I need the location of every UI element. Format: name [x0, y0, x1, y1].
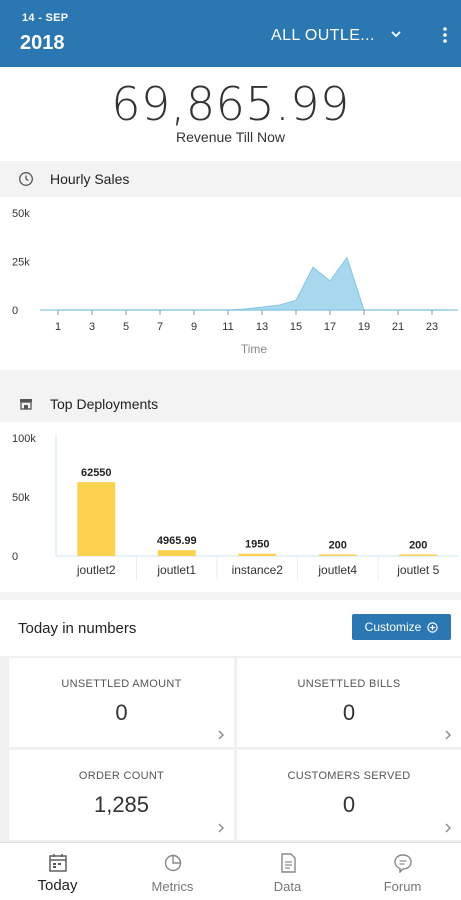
nav-label: Data — [273, 879, 302, 894]
x-tick-label: 3 — [89, 321, 95, 333]
customize-button[interactable]: Customize — [352, 614, 451, 640]
bar-value-label: 200 — [409, 540, 427, 552]
store-icon — [20, 399, 32, 410]
top-deployments-chart: 100k 50k 0 62550 joutlet2 4965.99 joutlet1 1950… — [0, 422, 461, 592]
x-tick-label: 15 — [290, 321, 302, 333]
nav-item-data[interactable]: Data — [230, 843, 345, 900]
hourly-sales-chart: 50k 25k 0 1 3 5 7 9 11 13 15 17 19 21 23 Time — [0, 197, 461, 370]
bar-value-label: 62550 — [81, 467, 112, 479]
chevron-right-icon — [445, 823, 451, 833]
tile-value: 1,285 — [93, 792, 150, 817]
category-label: joutlet1 — [156, 563, 196, 577]
nav-label: Today — [37, 877, 78, 894]
bottom-navigation: Today Metrics Data Forum — [0, 842, 461, 900]
bar-value-label: 200 — [329, 540, 347, 552]
nav-item-today[interactable]: Today — [0, 843, 115, 900]
date-year[interactable]: 2018 — [20, 32, 65, 54]
bar — [77, 482, 116, 556]
category-label: instance2 — [232, 563, 284, 577]
tile-customers-served[interactable]: CUSTOMERS SERVED 0 — [237, 750, 461, 840]
bar-value-label: 4965.99 — [157, 535, 197, 547]
bar-value-label: 1950 — [245, 539, 269, 551]
y-tick-label: 50k — [12, 492, 30, 504]
tile-label: UNSETTLED BILLS — [297, 678, 401, 690]
y-tick-label: 0 — [12, 551, 18, 563]
nav-label: Metrics — [151, 879, 194, 894]
category-label: joutlet2 — [76, 563, 116, 577]
y-tick-label: 50k — [12, 208, 30, 220]
chevron-right-icon — [445, 730, 451, 740]
plus-circle-icon — [427, 621, 439, 633]
tile-value: 0 — [342, 700, 356, 725]
today-numbers-header: Today in numbers Customize — [0, 600, 461, 656]
tile-label: UNSETTLED AMOUNT — [61, 678, 182, 690]
bar — [238, 553, 277, 556]
today-numbers-title: Today in numbers — [18, 620, 137, 637]
x-tick-label: 23 — [426, 321, 438, 333]
x-tick-label: 5 — [123, 321, 129, 333]
x-tick-label: 1 — [55, 321, 61, 333]
x-tick-label: 19 — [358, 321, 370, 333]
top-deployments-header: Top Deployments — [0, 386, 461, 422]
top-deployments-title: Top Deployments — [50, 396, 159, 412]
x-tick-label: 11 — [222, 321, 233, 333]
app-header: 14 - SEP 2018 ALL OUTLE... — [0, 0, 461, 67]
nav-label: Forum — [383, 879, 422, 894]
chevron-down-icon[interactable] — [389, 27, 403, 41]
bar — [157, 550, 196, 556]
chevron-right-icon — [218, 730, 224, 740]
x-tick-label: 17 — [324, 321, 336, 333]
hourly-sales-header: Hourly Sales — [0, 161, 461, 197]
calendar-icon — [49, 854, 67, 872]
date-day-month[interactable]: 14 - SEP — [22, 12, 69, 24]
nav-item-metrics[interactable]: Metrics — [115, 843, 230, 900]
metric-tiles: UNSETTLED AMOUNT 0 UNSETTLED BILLS 0 ORD… — [0, 656, 461, 842]
pie-chart-icon — [164, 854, 182, 872]
more-vertical-icon[interactable] — [436, 26, 454, 44]
x-tick-label: 9 — [191, 321, 197, 333]
nav-item-forum[interactable]: Forum — [345, 843, 460, 900]
x-tick-label: 7 — [157, 321, 163, 333]
document-icon — [281, 853, 296, 873]
tile-value: 0 — [342, 792, 356, 817]
category-label: joutlet 5 — [396, 563, 439, 577]
chevron-right-icon — [218, 823, 224, 833]
tile-label: CUSTOMERS SERVED — [287, 770, 411, 782]
top-deployments-svg: 100k 50k 0 62550 joutlet2 4965.99 joutlet1 1950… — [12, 433, 458, 580]
tile-unsettled-amount[interactable]: UNSETTLED AMOUNT 0 — [9, 658, 234, 747]
outlet-selector[interactable]: ALL OUTLE... — [271, 27, 375, 44]
revenue-value: 69,865.99 — [111, 77, 350, 131]
x-tick-label: 13 — [256, 321, 268, 333]
tile-unsettled-bills[interactable]: UNSETTLED BILLS 0 — [237, 658, 461, 747]
revenue-summary: 69,865.99 Revenue Till Now — [0, 67, 461, 161]
x-tick-label: 21 — [392, 321, 404, 333]
hourly-sales-area — [58, 256, 449, 311]
customize-label: Customize — [364, 620, 422, 634]
bar — [399, 554, 438, 556]
y-tick-label: 25k — [12, 257, 30, 269]
y-tick-label: 0 — [12, 305, 18, 317]
tile-order-count[interactable]: ORDER COUNT 1,285 — [9, 750, 234, 840]
bar — [318, 554, 357, 556]
tile-label: ORDER COUNT — [78, 770, 165, 782]
chat-bubble-icon — [394, 854, 412, 873]
tile-value: 0 — [115, 700, 128, 725]
hourly-sales-title: Hourly Sales — [50, 171, 130, 187]
category-label: joutlet4 — [317, 563, 357, 577]
y-tick-label: 100k — [12, 433, 36, 445]
revenue-label: Revenue Till Now — [176, 129, 285, 145]
clock-icon — [19, 172, 33, 186]
x-axis-title: Time — [241, 342, 268, 356]
